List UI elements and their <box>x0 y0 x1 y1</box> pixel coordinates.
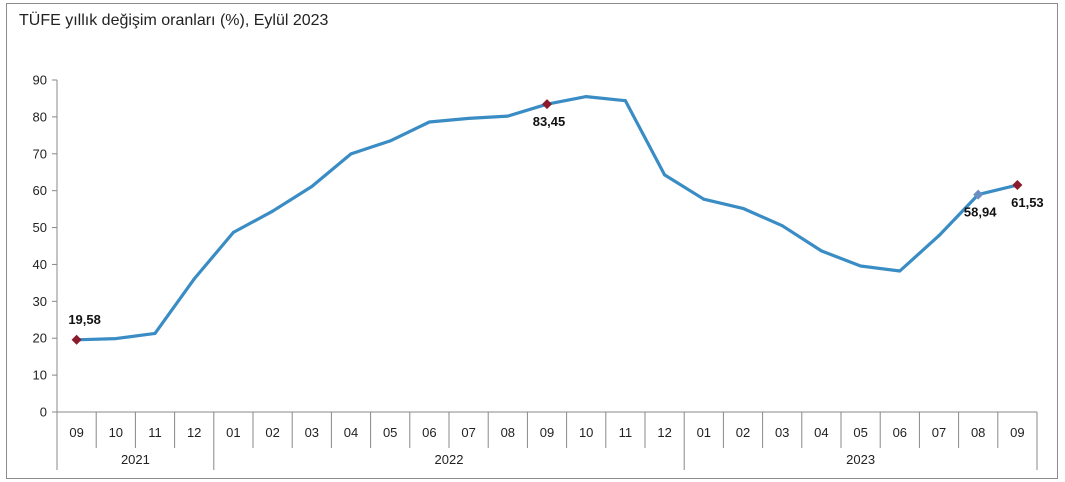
x-tick-label: 09 <box>1010 425 1024 440</box>
x-tick-label: 09 <box>69 425 83 440</box>
data-label: 58,94 <box>964 205 997 220</box>
x-tick-label: 04 <box>344 425 358 440</box>
data-label: 83,45 <box>533 114 566 129</box>
data-point <box>780 224 784 228</box>
data-label: 61,53 <box>1011 195 1044 210</box>
y-tick-label: 0 <box>40 405 47 420</box>
highlight-marker <box>71 334 82 345</box>
y-tick-label: 50 <box>33 220 47 235</box>
data-point <box>231 230 235 234</box>
y-tick-label: 70 <box>33 146 47 161</box>
x-tick-label: 02 <box>736 425 750 440</box>
x-tick-label: 05 <box>853 425 867 440</box>
data-point <box>310 184 314 188</box>
data-point <box>937 234 941 238</box>
x-tick-label: 05 <box>383 425 397 440</box>
y-tick-label: 40 <box>33 257 47 272</box>
x-tick-label: 10 <box>579 425 593 440</box>
series-line <box>74 94 1020 342</box>
x-tick-label: 09 <box>540 425 554 440</box>
x-tick-label: 06 <box>893 425 907 440</box>
data-point <box>192 277 196 281</box>
data-point <box>584 95 588 99</box>
data-point <box>859 264 863 268</box>
year-label: 2022 <box>435 452 464 467</box>
data-point <box>623 99 627 103</box>
highlight-marker <box>1012 180 1023 191</box>
x-tick-label: 08 <box>971 425 985 440</box>
data-point <box>663 173 667 177</box>
x-tick-label: 01 <box>697 425 711 440</box>
y-tick-label: 60 <box>33 183 47 198</box>
x-tick-label: 08 <box>501 425 515 440</box>
y-tick-label: 80 <box>33 109 47 124</box>
highlight-marker <box>973 189 984 200</box>
x-tick-label: 03 <box>775 425 789 440</box>
year-label: 2021 <box>121 452 150 467</box>
x-tick-label: 10 <box>109 425 123 440</box>
data-point <box>467 116 471 120</box>
x-tick-label: 11 <box>619 425 633 440</box>
data-point <box>271 209 275 213</box>
y-tick-label: 10 <box>33 368 47 383</box>
x-tick-label: 03 <box>305 425 319 440</box>
x-tick-label: 01 <box>226 425 240 440</box>
x-tick-label: 11 <box>148 425 162 440</box>
x-tick-label: 07 <box>932 425 946 440</box>
data-point <box>153 331 157 335</box>
x-tick-label: 02 <box>265 425 279 440</box>
data-point <box>506 114 510 118</box>
chart-frame: TÜFE yıllık değişim oranları (%), Eylül … <box>6 3 1058 479</box>
data-point <box>898 269 902 273</box>
x-tick-label: 12 <box>187 425 201 440</box>
data-label: 19,58 <box>68 312 101 327</box>
x-tick-label: 12 <box>657 425 671 440</box>
year-label: 2023 <box>846 452 875 467</box>
data-point <box>388 139 392 143</box>
y-tick-label: 90 <box>33 73 47 88</box>
chart-title: TÜFE yıllık değişim oranları (%), Eylül … <box>19 12 329 29</box>
data-point <box>427 120 431 124</box>
data-point <box>702 197 706 201</box>
data-point <box>741 206 745 210</box>
data-point <box>349 152 353 156</box>
data-point <box>114 337 118 341</box>
x-tick-label: 04 <box>814 425 828 440</box>
y-tick-label: 20 <box>33 331 47 346</box>
y-tick-label: 30 <box>33 294 47 309</box>
data-point <box>819 249 823 253</box>
highlight-marker <box>542 99 552 110</box>
x-tick-label: 06 <box>422 425 436 440</box>
x-tick-label: 07 <box>461 425 475 440</box>
